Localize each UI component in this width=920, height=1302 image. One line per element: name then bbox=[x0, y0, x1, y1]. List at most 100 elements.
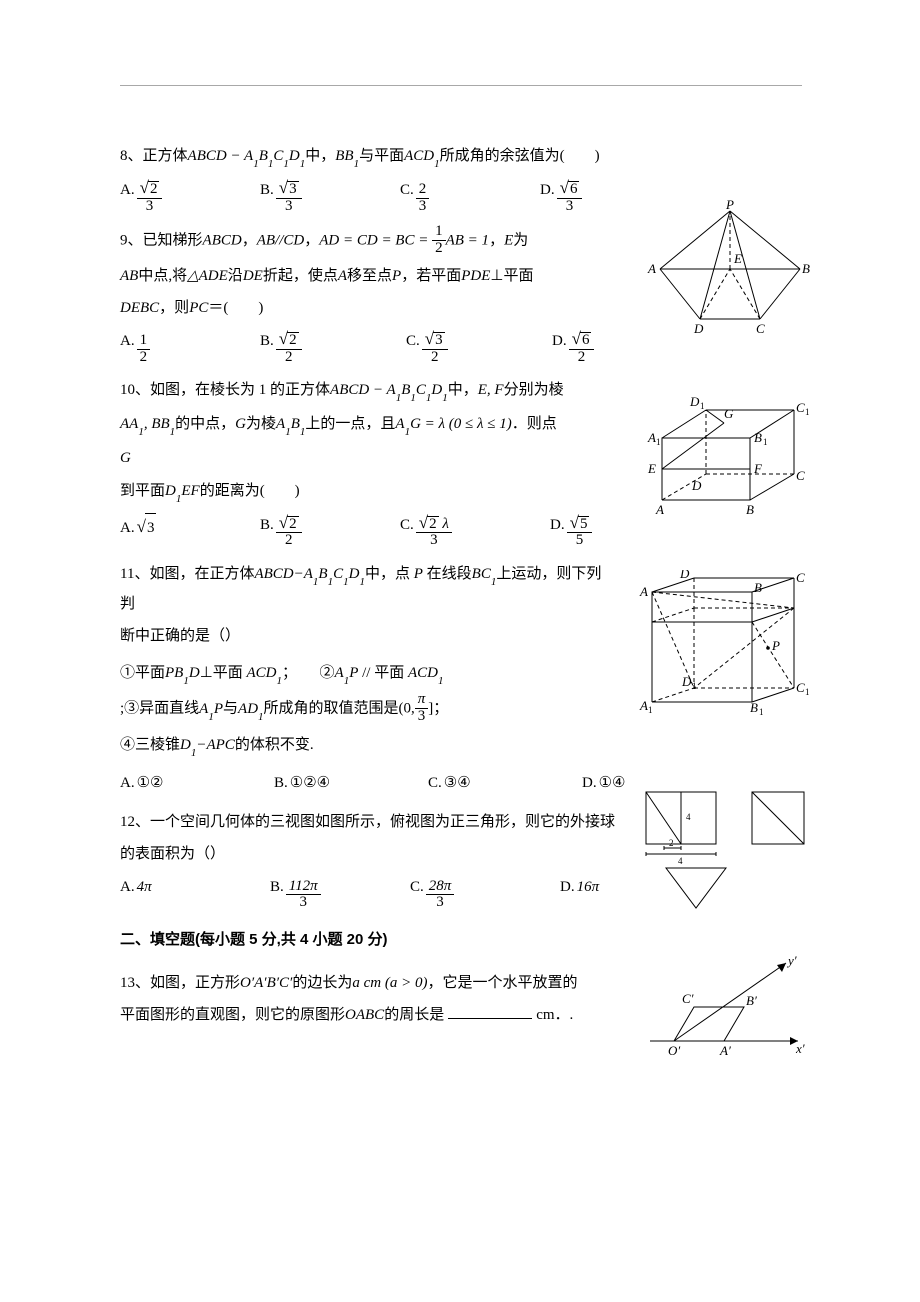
section-2-heading: 二、填空题(每小题 5 分,共 4 小题 20 分) bbox=[120, 926, 802, 955]
q10-g2: G bbox=[120, 450, 131, 466]
q9-de: DE bbox=[243, 268, 263, 284]
q11-a1p2: A1P bbox=[199, 701, 223, 717]
svg-text:A: A bbox=[639, 584, 648, 599]
q9-eq: AD = CD = BC = bbox=[319, 233, 432, 249]
q9-choice-c: C.√32 bbox=[406, 327, 552, 367]
svg-text:D: D bbox=[693, 321, 704, 336]
q11-number: 11、 bbox=[120, 566, 149, 582]
q9-m7: ，则 bbox=[159, 300, 189, 316]
svg-text:1: 1 bbox=[700, 401, 705, 411]
q11-choice-a: A.①② bbox=[120, 769, 274, 798]
q11-i4a: ④三棱锥 bbox=[120, 737, 180, 753]
q9-half: 12 bbox=[432, 224, 446, 257]
q10-d1ef: D1EF bbox=[165, 483, 200, 499]
q11-i2b: // 平面 bbox=[358, 665, 408, 681]
q10-m3: 上的一点，且 bbox=[305, 416, 395, 432]
question-11: A B C D A1 B1 C1 D1 P 11、如图，在正方体ABCD−A1B… bbox=[120, 560, 802, 798]
q8-choice-c: C.23 bbox=[400, 176, 540, 216]
svg-text:A: A bbox=[647, 261, 656, 276]
q10-aa1bb1: AA1, BB1 bbox=[120, 416, 175, 432]
q9-choice-a: A.12 bbox=[120, 327, 260, 367]
page: 8、正方体ABCD − A1B1C1D1中，BB1与平面ACD1所成角的余弦值为… bbox=[0, 0, 920, 1302]
question-13: O′ A′ B′ C′ x′ y′ 13、如图，正方形O′A′B′C′的边长为a… bbox=[120, 969, 802, 1030]
q11-i3c: 所成角的取值范围是(0, bbox=[264, 701, 415, 717]
svg-text:E: E bbox=[647, 461, 656, 476]
q11-t3: 在线段 bbox=[423, 566, 472, 582]
q8-cube: ABCD − A1B1C1D1 bbox=[188, 148, 306, 164]
q11-t5: 断中正确的是（） bbox=[120, 628, 240, 644]
svg-text:1: 1 bbox=[648, 705, 653, 715]
q11-i1a: ①平面 bbox=[120, 665, 165, 681]
q13-number: 13、 bbox=[120, 975, 150, 991]
q10-ef: E, F bbox=[478, 382, 504, 398]
q9-p: P bbox=[392, 268, 401, 284]
svg-text:4: 4 bbox=[686, 812, 691, 822]
q9-ab: AB = 1 bbox=[446, 233, 489, 249]
q8-choice-d: D.√63 bbox=[540, 176, 582, 216]
q12-figure: 4 4 2 bbox=[634, 784, 810, 914]
svg-text:C: C bbox=[796, 570, 805, 585]
svg-text:C: C bbox=[796, 400, 805, 415]
q10-choice-d: D.√55 bbox=[550, 511, 592, 551]
q11-i4b: 的体积不变. bbox=[235, 737, 314, 753]
q11-i3d: ]； bbox=[428, 701, 448, 717]
q8-post: 所成角的余弦值为( ) bbox=[440, 148, 600, 164]
q12-svg: 4 4 2 bbox=[634, 784, 810, 914]
q11-pi3: π3 bbox=[415, 692, 429, 725]
content: 8、正方体ABCD − A1B1C1D1中，BB1与平面ACD1所成角的余弦值为… bbox=[120, 142, 802, 1038]
q10-a1b1: A1B1 bbox=[276, 416, 305, 432]
q13-t2: 的边长为 bbox=[292, 975, 352, 991]
q10-g: G bbox=[235, 416, 246, 432]
q10-number: 10、 bbox=[120, 382, 150, 398]
svg-text:C: C bbox=[796, 468, 805, 483]
q10-choice-c: C.√2 λ3 bbox=[400, 511, 550, 551]
q8-pre: 正方体 bbox=[143, 148, 188, 164]
fill-blank[interactable] bbox=[448, 1005, 532, 1020]
q9-ab2: AB bbox=[120, 268, 138, 284]
svg-text:O′: O′ bbox=[668, 1043, 680, 1058]
q11-i2a: ② bbox=[320, 665, 335, 681]
q9-choice-b: B.√22 bbox=[260, 327, 406, 367]
q8-stem: 8、正方体ABCD − A1B1C1D1中，BB1与平面ACD1所成角的余弦值为… bbox=[120, 142, 802, 172]
q11-pb1d: PB1D bbox=[165, 665, 200, 681]
q8-choice-a: A.√23 bbox=[120, 176, 260, 216]
q9-pc: PC bbox=[189, 300, 208, 316]
q10-m4: ．则点 bbox=[512, 416, 557, 432]
svg-text:P: P bbox=[725, 199, 734, 212]
svg-text:D: D bbox=[681, 674, 692, 689]
q9-m2: 沿 bbox=[228, 268, 243, 284]
q13-t3: ，它是一个水平放置的 bbox=[427, 975, 577, 991]
q10-svg: A B C D A1 B1 C1 D1 E F G bbox=[642, 370, 810, 520]
q9-c3: ， bbox=[489, 233, 504, 249]
svg-text:1: 1 bbox=[763, 437, 768, 447]
q9-m3: 折起，使点 bbox=[263, 268, 338, 284]
top-rule bbox=[120, 85, 802, 86]
q13-unit: cm．. bbox=[536, 1007, 573, 1023]
q9-c1: ， bbox=[242, 233, 257, 249]
q12-t1: 一个空间几何体的三视图如图所示，俯视图为正三角形，则它的外接球 bbox=[150, 814, 615, 830]
svg-text:B: B bbox=[754, 580, 762, 595]
q11-d1apc: D1−APC bbox=[180, 737, 235, 753]
q8-number: 8、 bbox=[120, 148, 143, 164]
question-10: A B C D A1 B1 C1 D1 E F G 10、如图，在棱长为 1 的… bbox=[120, 376, 802, 550]
svg-text:C: C bbox=[756, 321, 765, 336]
q11-i1b: ⊥平面 bbox=[200, 665, 247, 681]
q11-t2: 中，点 bbox=[365, 566, 414, 582]
svg-text:B: B bbox=[754, 430, 762, 445]
svg-text:1: 1 bbox=[692, 681, 697, 691]
q11-figure: A B C D A1 B1 C1 D1 P bbox=[634, 570, 810, 720]
q11-ad1: AD1 bbox=[238, 701, 264, 717]
svg-text:1: 1 bbox=[805, 687, 810, 697]
q13-oabc: OABC bbox=[345, 1007, 384, 1023]
q11-acd1b: ACD1 bbox=[408, 665, 444, 681]
question-12: 4 4 2 12、一个空间几何体的三视图如图所示，俯视图为正三角形，则它的外接球 bbox=[120, 808, 802, 913]
q12-choice-d: D.16π bbox=[560, 873, 599, 913]
q11-t1: 如图，在正方体 bbox=[149, 566, 254, 582]
q9-e: E bbox=[504, 233, 513, 249]
q9-m8: ＝( ) bbox=[208, 300, 263, 316]
q11-svg: A B C D A1 B1 C1 D1 P bbox=[634, 570, 810, 720]
q11-item4: ④三棱锥D1−APC的体积不变. bbox=[120, 731, 802, 761]
q9-svg: P A B D C E bbox=[640, 199, 810, 339]
svg-text:A′: A′ bbox=[719, 1043, 731, 1058]
svg-text:1: 1 bbox=[656, 437, 661, 447]
